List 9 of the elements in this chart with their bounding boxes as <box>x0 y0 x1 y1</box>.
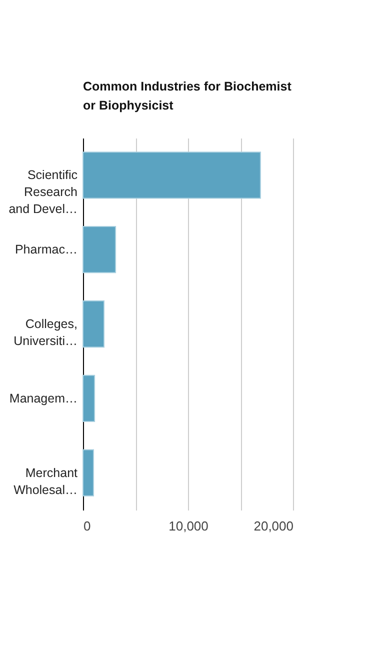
x-tick-label: 20,000 <box>254 518 294 534</box>
y-tick-label: Pharmac… <box>14 242 78 257</box>
chart-title: Common Industries for Biochemist or Biophysicist <box>83 80 292 112</box>
y-tick-label: Merchant Wholesal… <box>14 466 78 497</box>
y-tick-label: Colleges, Universiti… <box>14 317 78 348</box>
x-tick-label: 0 <box>84 518 91 534</box>
y-tick-label: Managem… <box>9 391 78 406</box>
y-tick-label: Scientific Research and Devel… <box>8 168 78 216</box>
x-tick-label: 10,000 <box>168 518 208 534</box>
